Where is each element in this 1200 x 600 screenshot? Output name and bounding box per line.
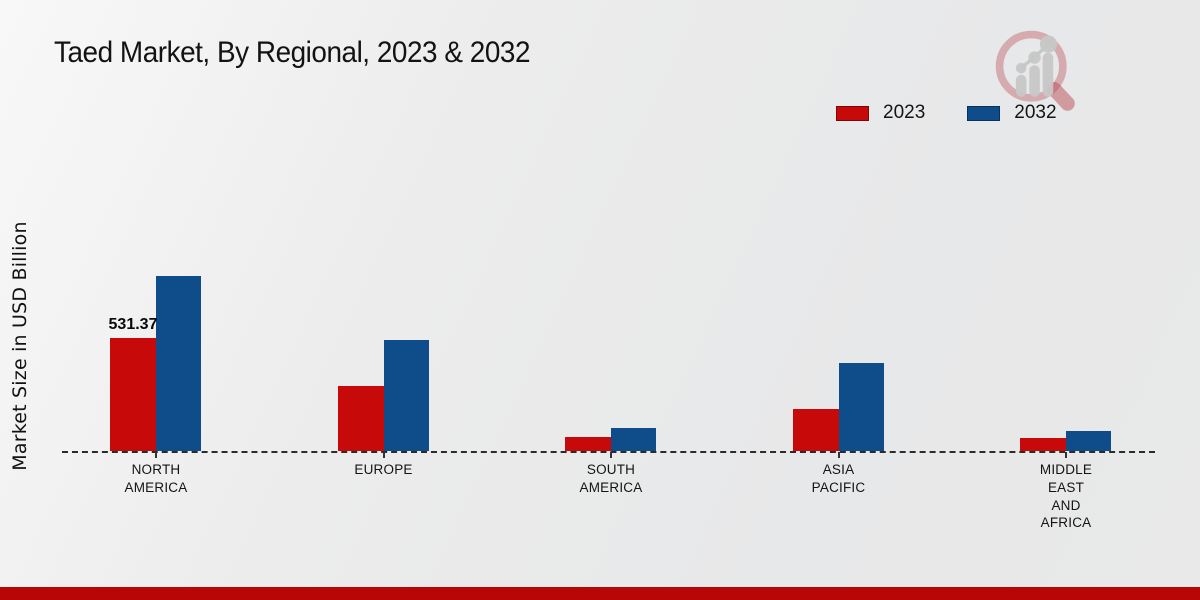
x-axis-baseline (62, 451, 1155, 453)
legend-item-2023: 2023 (836, 102, 925, 124)
magnifier-glass-icon (995, 30, 1075, 111)
x-axis-label-europe: EUROPE (354, 462, 413, 477)
legend-swatch-2023 (836, 105, 869, 121)
bar-2032-north-america (156, 275, 201, 451)
legend: 2023 2032 (836, 102, 1057, 124)
trend-bars-icon (1015, 35, 1058, 97)
legend-label-2023: 2023 (883, 102, 926, 123)
bar-2023-north-america (110, 338, 156, 451)
footer-accent-bar (0, 587, 1200, 600)
bar-value-label: 531.37 (108, 316, 158, 333)
legend-label-2032: 2032 (1014, 102, 1057, 123)
magnifier-trend-bars-logo-icon (995, 30, 1075, 111)
bar-2023-south-america (565, 436, 611, 451)
x-axis-label-asia-pacific: ASIA PACIFIC (811, 462, 866, 495)
bar-2032-south-america (611, 428, 656, 451)
bar-2023-middle-east-and-africa (1020, 438, 1066, 451)
x-axis-tick-asia-pacific (837, 452, 840, 458)
x-axis-tick-south-america (610, 452, 612, 458)
legend-item-2032: 2032 (967, 102, 1057, 124)
bar-2023-asia-pacific (792, 409, 839, 451)
x-axis-tick-europe (382, 452, 385, 458)
bar-2032-europe (383, 339, 429, 451)
x-axis-label-north-america: NORTH AMERICA (124, 462, 188, 495)
chart-title: Taed Market, By Regional, 2023 & 2032 (54, 36, 531, 69)
legend-swatch-2032 (967, 105, 1001, 121)
x-axis-label-south-america: SOUTH AMERICA (579, 462, 643, 495)
bar-2032-asia-pacific (838, 362, 884, 451)
x-axis-tick-north-america (155, 452, 157, 458)
x-axis-label-middle-east-and-africa: MIDDLE EAST AND AFRICA (1039, 462, 1093, 531)
bar-2023-europe (337, 385, 384, 451)
bar-2032-middle-east-and-africa (1066, 431, 1111, 451)
x-axis-tick-middle-east-and-africa (1065, 452, 1067, 458)
